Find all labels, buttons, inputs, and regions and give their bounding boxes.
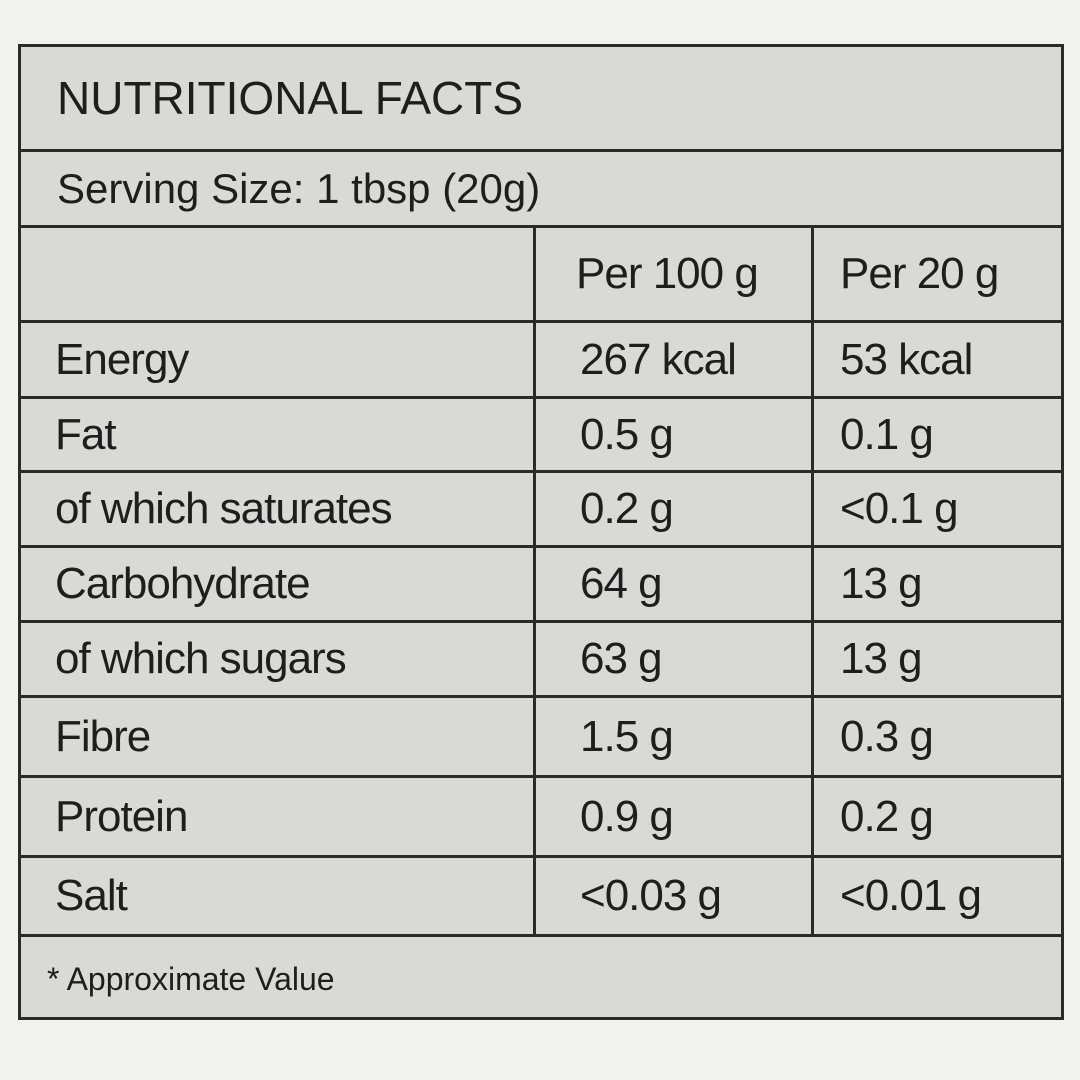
footnote-row: * Approximate Value — [21, 937, 1061, 1020]
value-per-20g: <0.01 g — [840, 871, 982, 920]
table-row: Fibre 1.5 g 0.3 g — [21, 698, 1061, 778]
table-row: Fat 0.5 g 0.1 g — [21, 399, 1061, 473]
value-per-100g: 64 g — [536, 548, 814, 620]
value-per-20g: <0.1 g — [840, 484, 959, 533]
table-row: of which saturates 0.2 g <0.1 g — [21, 473, 1061, 548]
nutrient-name: Protein — [21, 778, 536, 855]
value-per-20g: 0.2 g — [840, 791, 934, 841]
serving-row: Serving Size: 1 tbsp (20g) — [21, 152, 1061, 228]
title-row: NUTRITIONAL FACTS — [21, 47, 1061, 152]
value-per-20g: 53 kcal — [840, 334, 973, 384]
table-row: Salt <0.03 g <0.01 g — [21, 858, 1061, 937]
value-per-100g: 0.2 g — [536, 473, 814, 545]
nutrient-name: of which saturates — [21, 473, 536, 545]
value-per-100g: <0.03 g — [536, 858, 814, 934]
header-row: Per 100 g Per 20 g — [21, 228, 1061, 323]
value-per-20g: 0.1 g — [840, 409, 934, 459]
value-per-100g: 0.9 g — [536, 778, 814, 855]
value-per-100g: 1.5 g — [536, 698, 814, 775]
value-per-20g: 0.3 g — [840, 711, 934, 761]
header-per-20g: Per 20 g — [840, 249, 999, 298]
serving-size: Serving Size: 1 tbsp (20g) — [57, 164, 541, 212]
label-title: NUTRITIONAL FACTS — [57, 72, 523, 124]
nutrient-name: of which sugars — [21, 623, 536, 695]
nutrient-name: Carbohydrate — [21, 548, 536, 620]
footnote: * Approximate Value — [47, 961, 335, 997]
value-per-20g: 13 g — [840, 634, 923, 683]
table-row: Protein 0.9 g 0.2 g — [21, 778, 1061, 858]
value-per-100g: 0.5 g — [536, 399, 814, 470]
header-per-100g: Per 100 g — [536, 228, 814, 320]
nutrient-name: Fibre — [21, 698, 536, 775]
nutrient-name: Fat — [21, 399, 536, 470]
nutrient-name: Salt — [21, 858, 536, 934]
table-row: Energy 267 kcal 53 kcal — [21, 323, 1061, 399]
nutrition-label: NUTRITIONAL FACTS Serving Size: 1 tbsp (… — [18, 44, 1064, 1020]
table-row: Carbohydrate 64 g 13 g — [21, 548, 1061, 623]
nutrient-name: Energy — [21, 323, 536, 396]
value-per-100g: 267 kcal — [536, 323, 814, 396]
value-per-20g: 13 g — [840, 559, 923, 608]
table-row: of which sugars 63 g 13 g — [21, 623, 1061, 698]
value-per-100g: 63 g — [536, 623, 814, 695]
header-nutrient — [21, 228, 536, 320]
